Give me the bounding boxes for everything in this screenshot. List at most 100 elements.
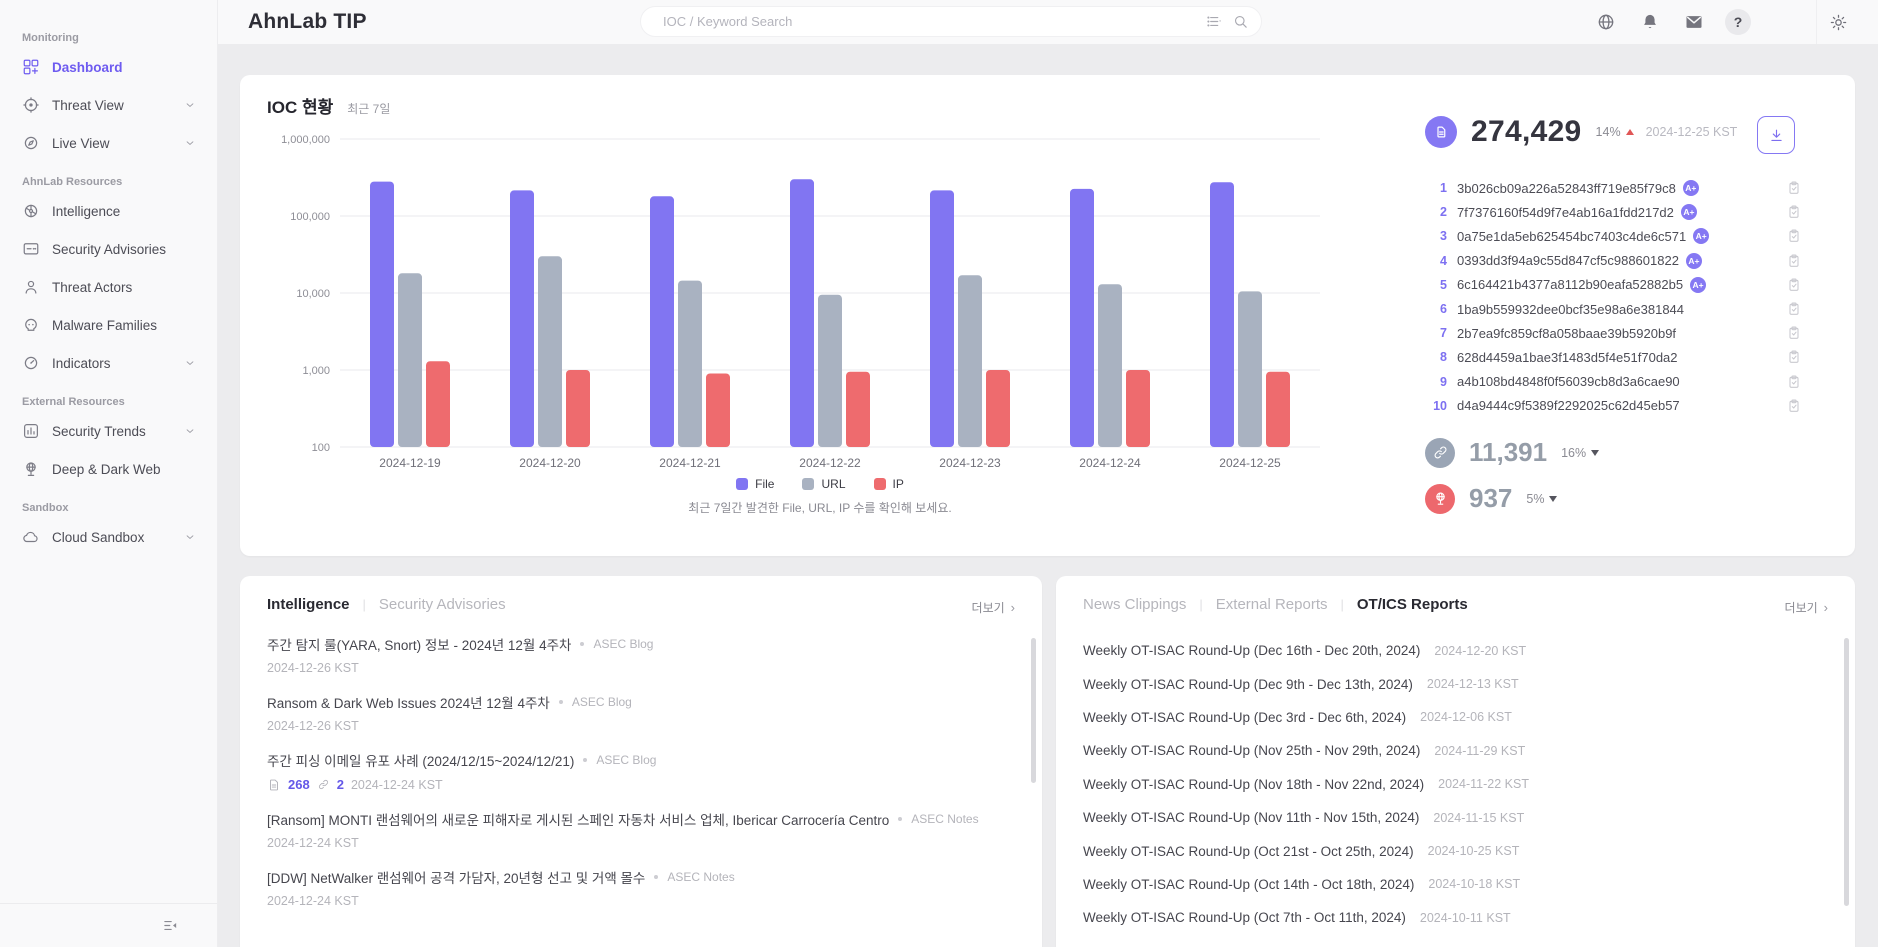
- tab-security-advisories[interactable]: Security Advisories: [378, 596, 506, 613]
- hash-value[interactable]: 628d4459a1bae3f1483d5f4e51f70da2: [1457, 349, 1678, 365]
- copy-hash-button[interactable]: [1786, 349, 1802, 365]
- url-bar[interactable]: [958, 275, 982, 447]
- legend-item-file[interactable]: File: [736, 477, 774, 491]
- ip-bar[interactable]: [986, 370, 1010, 447]
- ip-bar[interactable]: [1126, 370, 1150, 447]
- copy-hash-button[interactable]: [1786, 325, 1802, 341]
- notifications-button[interactable]: [1628, 0, 1672, 44]
- sidebar-item-dashboard[interactable]: Dashboard: [0, 48, 217, 86]
- ip-bar[interactable]: [706, 373, 730, 448]
- list-filter-icon: [1207, 16, 1222, 27]
- file-bar[interactable]: [930, 190, 954, 447]
- chart-icon: [24, 424, 38, 438]
- clipboard-icon: [1789, 229, 1799, 243]
- sidebar-item-malware-families[interactable]: Malware Families: [0, 306, 217, 344]
- report-title[interactable]: Weekly OT-ISAC Round-Up (Dec 9th - Dec 1…: [1083, 676, 1413, 692]
- tab-ot-ics-reports[interactable]: OT/ICS Reports: [1356, 596, 1468, 613]
- legend-item-url[interactable]: URL: [802, 477, 846, 491]
- ip-bar[interactable]: [1266, 371, 1290, 447]
- scrollbar-thumb[interactable]: [1844, 638, 1849, 906]
- file-bar[interactable]: [370, 181, 394, 447]
- copy-hash-button[interactable]: [1786, 398, 1802, 414]
- tab-intelligence[interactable]: Intelligence: [267, 596, 350, 613]
- url-bar[interactable]: [398, 273, 422, 447]
- hash-value[interactable]: a4b108bd4848f0f56039cb8d3a6cae90: [1457, 374, 1680, 390]
- report-title[interactable]: Weekly OT-ISAC Round-Up (Dec 16th - Dec …: [1083, 643, 1421, 659]
- hash-value[interactable]: 0393dd3f94a9c55d847cf5c988601822: [1457, 253, 1679, 269]
- report-title[interactable]: Weekly OT-ISAC Round-Up (Oct 7th - Oct 1…: [1083, 910, 1406, 926]
- scrollbar-thumb[interactable]: [1031, 638, 1036, 783]
- hash-value[interactable]: d4a9444c9f5389f2292025c62d45eb57: [1457, 398, 1680, 414]
- sidebar-item-deep-dark-web[interactable]: Deep & Dark Web: [0, 450, 217, 488]
- legend-item-ip[interactable]: IP: [873, 477, 904, 491]
- file-bar[interactable]: [510, 190, 534, 447]
- sidebar-item-label: Threat Actors: [52, 279, 133, 295]
- url-bar[interactable]: [538, 256, 562, 447]
- file-bar[interactable]: [790, 179, 814, 448]
- tab-news-clippings[interactable]: News Clippings: [1083, 596, 1187, 613]
- report-title[interactable]: Weekly OT-ISAC Round-Up (Nov 18th - Nov …: [1083, 776, 1425, 792]
- theme-toggle-button[interactable]: [1816, 0, 1860, 44]
- report-title[interactable]: Weekly OT-ISAC Round-Up (Oct 21st - Oct …: [1083, 843, 1414, 859]
- report-title[interactable]: Weekly OT-ISAC Round-Up (Nov 11th - Nov …: [1083, 810, 1420, 826]
- y-axis-tick: 100,000: [290, 211, 330, 223]
- search-filter-button[interactable]: [1205, 13, 1222, 30]
- url-bar[interactable]: [1098, 284, 1122, 447]
- copy-hash-button[interactable]: [1786, 204, 1802, 220]
- help-button[interactable]: ?: [1716, 0, 1760, 44]
- reports-more-link[interactable]: 더보기 ›: [1784, 600, 1828, 615]
- search-button[interactable]: [1232, 13, 1249, 30]
- sidebar-item-intelligence[interactable]: Intelligence: [0, 192, 217, 230]
- language-button[interactable]: [1584, 0, 1628, 44]
- messages-button[interactable]: [1672, 0, 1716, 44]
- hash-value[interactable]: 3b026cb09a226a52843ff719e85f79c8: [1457, 180, 1676, 196]
- sidebar-item-threat-actors[interactable]: Threat Actors: [0, 268, 217, 306]
- article-title[interactable]: 주간 피싱 이메일 유포 사례 (2024/12/15~2024/12/21): [267, 754, 575, 769]
- sidebar-item-indicators[interactable]: Indicators: [0, 344, 217, 382]
- header-icons: ?: [1584, 0, 1760, 44]
- article-title[interactable]: [Ransom] MONTI 랜섬웨어의 새로운 피해자로 게시된 스페인 자동…: [267, 813, 890, 828]
- ip-bar[interactable]: [426, 361, 450, 447]
- url-bar[interactable]: [818, 294, 842, 447]
- copy-hash-button[interactable]: [1786, 277, 1802, 293]
- up-triangle-icon: [1625, 129, 1634, 135]
- ip-bar[interactable]: [566, 370, 590, 447]
- sidebar-item-security-trends[interactable]: Security Trends: [0, 412, 217, 450]
- report-date: 2024-10-18 KST: [1428, 877, 1521, 892]
- file-bar[interactable]: [1210, 182, 1234, 447]
- article-title[interactable]: 주간 탐지 룰(YARA, Snort) 정보 - 2024년 12월 4주차: [267, 638, 572, 653]
- copy-hash-button[interactable]: [1786, 228, 1802, 244]
- tab-external-reports[interactable]: External Reports: [1215, 596, 1328, 613]
- ip-bar[interactable]: [846, 371, 870, 447]
- hash-value[interactable]: 7f7376160f54d9f7e4ab16a1fdd217d2: [1457, 204, 1674, 220]
- copy-hash-button[interactable]: [1786, 253, 1802, 269]
- search-input[interactable]: [663, 14, 1195, 29]
- article-source: ASEC Blog: [593, 637, 654, 651]
- hash-value[interactable]: 2b7ea9fc859cf8a058baae39b5920b9f: [1457, 325, 1677, 341]
- copy-hash-button[interactable]: [1786, 180, 1802, 196]
- report-title[interactable]: Weekly OT-ISAC Round-Up (Dec 3rd - Dec 6…: [1083, 709, 1407, 725]
- copy-hash-button[interactable]: [1786, 374, 1802, 390]
- url-bar[interactable]: [678, 280, 702, 447]
- sidebar-collapse-button[interactable]: [162, 917, 179, 934]
- sidebar-item-security-advisories[interactable]: Security Advisories: [0, 230, 217, 268]
- copy-hash-button[interactable]: [1786, 301, 1802, 317]
- file-bar[interactable]: [1070, 188, 1094, 447]
- article-title[interactable]: Ransom & Dark Web Issues 2024년 12월 4주차: [267, 696, 550, 711]
- intelligence-more-link[interactable]: 더보기 ›: [971, 600, 1015, 615]
- report-title[interactable]: Weekly OT-ISAC Round-Up (Oct 14th - Oct …: [1083, 876, 1415, 892]
- url-bar[interactable]: [1238, 291, 1262, 447]
- file-bar[interactable]: [650, 196, 674, 447]
- hash-value[interactable]: 6c164421b4377a8112b90eafa52882b5: [1457, 277, 1684, 293]
- article-title[interactable]: [DDW] NetWalker 랜섬웨어 공격 가담자, 20년형 선고 및 거…: [267, 871, 646, 886]
- article-link-count[interactable]: 2: [336, 777, 344, 792]
- hash-value[interactable]: 0a75e1da5eb625454bc7403c4de6c571: [1457, 228, 1687, 244]
- sidebar-item-cloud-sandbox[interactable]: Cloud Sandbox: [0, 518, 217, 556]
- sidebar-item-threat-view[interactable]: Threat View: [0, 86, 217, 124]
- intelligence-item: 주간 탐지 룰(YARA, Snort) 정보 - 2024년 12월 4주차 A…: [267, 634, 997, 675]
- download-button[interactable]: [1757, 116, 1795, 154]
- sidebar-item-live-view[interactable]: Live View: [0, 124, 217, 162]
- report-title[interactable]: Weekly OT-ISAC Round-Up (Nov 25th - Nov …: [1083, 743, 1421, 759]
- article-file-count[interactable]: 268: [288, 777, 310, 792]
- hash-value[interactable]: 1ba9b559932dee0bcf35e98a6e381844: [1457, 301, 1685, 317]
